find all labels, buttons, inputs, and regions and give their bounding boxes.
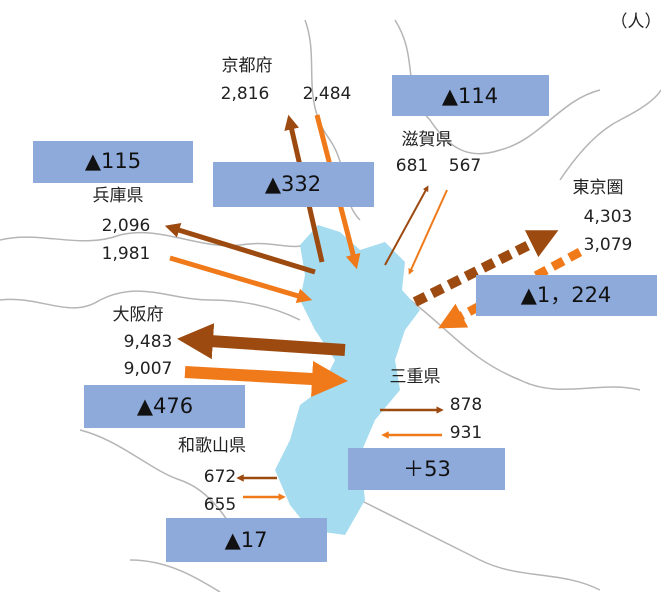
- region-name: 兵庫県: [93, 186, 144, 206]
- osaka-outflow-arrow: [177, 323, 346, 360]
- region-name: 東京圏: [573, 178, 624, 198]
- tokyo-inflow-arrow: [438, 248, 583, 329]
- shiga-inflow-arrow: [408, 189, 448, 275]
- net-label: ▲115: [85, 149, 141, 173]
- hyogo-inflow-arrow: [169, 255, 313, 304]
- shiga-outflow-arrow: [384, 185, 429, 266]
- net-box: [392, 75, 549, 116]
- outflow-label: 2,816: [221, 84, 270, 104]
- outflow-label: 9,483: [124, 332, 173, 352]
- net-box: [166, 518, 327, 562]
- inflow-label: 655: [204, 495, 236, 515]
- region-name: 三重県: [390, 367, 441, 387]
- net-box: [84, 385, 245, 428]
- outflow-label: 4,303: [584, 207, 633, 227]
- osaka-inflow-arrow: [184, 361, 348, 397]
- tokyo-outflow-arrow: [412, 230, 559, 307]
- net-box: [213, 162, 374, 207]
- flow-arrows: [164, 114, 583, 501]
- net-box: [348, 448, 505, 490]
- net-label: ▲476: [137, 394, 193, 418]
- inflow-label: 567: [449, 156, 481, 176]
- outflow-label: 681: [396, 156, 428, 176]
- outflow-label: 2,096: [102, 216, 151, 236]
- region-name: 滋賀県: [402, 130, 453, 150]
- inflow-label: 9,007: [124, 359, 173, 379]
- inflow-label: 3,079: [584, 235, 633, 255]
- inflow-label: 2,484: [303, 84, 352, 104]
- outflow-label: 878: [450, 395, 482, 415]
- region-name: 大阪府: [113, 305, 164, 325]
- region-name: 京都府: [222, 56, 273, 76]
- net-label: ▲114: [442, 84, 498, 108]
- net-label: ＋53: [403, 457, 451, 481]
- net-label: ▲332: [265, 172, 321, 196]
- inflow-label: 1,981: [102, 244, 151, 264]
- net-box: [33, 141, 193, 183]
- unit-label: （人）: [611, 12, 661, 32]
- net-label: ▲1，224: [521, 283, 612, 307]
- hyogo-outflow-arrow: [164, 223, 316, 275]
- region-name: 和歌山県: [178, 436, 246, 456]
- outflow-label: 672: [204, 467, 236, 487]
- net-box: [476, 275, 657, 316]
- inflow-label: 931: [450, 423, 482, 443]
- net-label: ▲17: [225, 528, 268, 552]
